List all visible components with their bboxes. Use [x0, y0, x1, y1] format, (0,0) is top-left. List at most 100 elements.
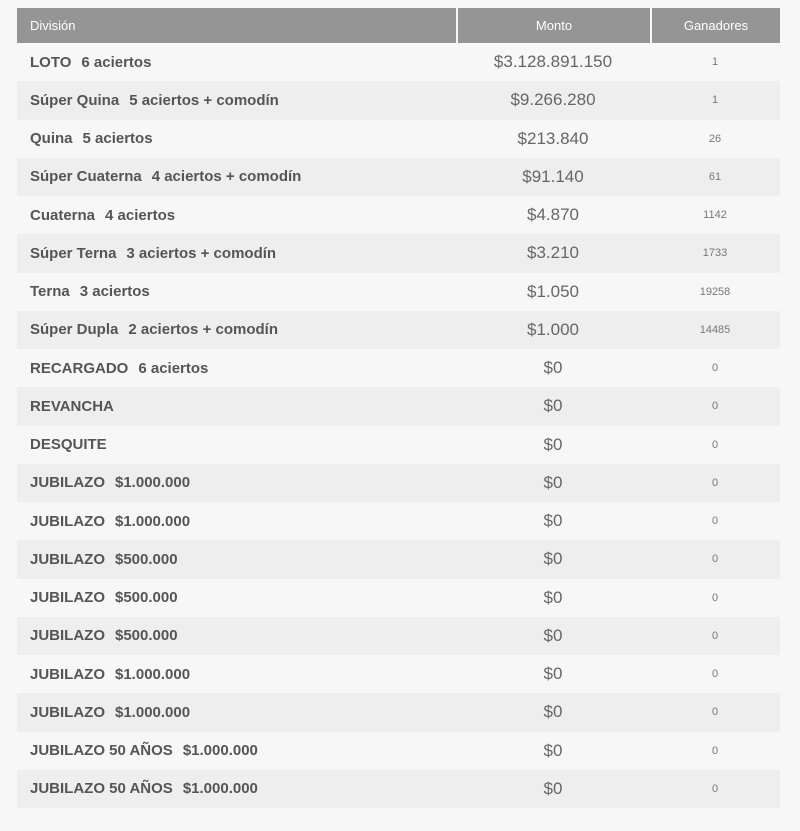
table-row: JUBILAZO $1.000.000 $0 0 [17, 655, 780, 694]
monto-cell: $0 [456, 349, 650, 388]
column-header-division: División [17, 8, 456, 43]
header-row: División Monto Ganadores [17, 8, 780, 43]
monto-cell: $0 [456, 502, 650, 541]
division-name: RECARGADO [30, 359, 129, 377]
division-cell: JUBILAZO $1.000.000 [17, 693, 456, 732]
division-name: Cuaterna [30, 206, 96, 224]
division-detail: 6 aciertos [81, 53, 152, 71]
table-body: LOTO 6 aciertos $3.128.891.150 1 Súper Quina… [17, 43, 780, 808]
ganadores-cell: 14485 [650, 310, 780, 349]
ganadores-cell: 26 [650, 119, 780, 158]
division-cell: JUBILAZO $1.000.000 [17, 655, 456, 694]
monto-cell: $3.210 [456, 234, 650, 273]
table-row: JUBILAZO $500.000 $0 0 [17, 616, 780, 655]
table-header: División Monto Ganadores [17, 8, 780, 43]
monto-cell: $0 [456, 540, 650, 579]
division-cell: JUBILAZO 50 AÑOS $1.000.000 [17, 731, 456, 770]
division-detail: $1.000.000 [182, 742, 258, 760]
table-row: Súper Cuaterna 4 aciertos + comodín $91.14… [17, 157, 780, 196]
table-row: JUBILAZO $500.000 $0 0 [17, 578, 780, 617]
table-row: DESQUITE $0 0 [17, 425, 780, 464]
ganadores-cell: 0 [650, 693, 780, 732]
division-cell: JUBILAZO $1.000.000 [17, 463, 456, 502]
division-name: Súper Dupla [30, 321, 119, 339]
ganadores-cell: 61 [650, 157, 780, 196]
division-detail: $500.000 [115, 550, 178, 568]
table-row: JUBILAZO $1.000.000 $0 0 [17, 502, 780, 541]
division-name: JUBILAZO [30, 512, 105, 530]
division-cell: JUBILAZO $1.000.000 [17, 502, 456, 541]
ganadores-cell: 0 [650, 463, 780, 502]
column-header-ganadores: Ganadores [650, 8, 780, 43]
division-cell: RECARGADO 6 aciertos [17, 349, 456, 388]
division-name: JUBILAZO 50 AÑOS [30, 780, 173, 798]
ganadores-cell: 1 [650, 43, 780, 82]
column-header-monto: Monto [456, 8, 650, 43]
monto-cell: $91.140 [456, 157, 650, 196]
prize-results-table: División Monto Ganadores LOTO 6 aciertos $… [17, 8, 780, 808]
ganadores-cell: 0 [650, 387, 780, 426]
division-name: JUBILAZO [30, 665, 105, 683]
division-name: DESQUITE [30, 436, 107, 454]
monto-cell: $213.840 [456, 119, 650, 158]
division-name: Quina [30, 130, 73, 148]
division-cell: REVANCHA [17, 387, 456, 426]
ganadores-cell: 0 [650, 616, 780, 655]
division-name: LOTO [30, 53, 72, 71]
table-row: JUBILAZO 50 AÑOS $1.000.000 $0 0 [17, 769, 780, 808]
monto-cell: $0 [456, 425, 650, 464]
division-detail: $1.000.000 [115, 474, 191, 492]
division-name: Súper Terna [30, 244, 117, 262]
division-cell: JUBILAZO $500.000 [17, 578, 456, 617]
ganadores-cell: 0 [650, 769, 780, 808]
monto-cell: $4.870 [456, 196, 650, 235]
division-cell: Cuaterna 4 aciertos [17, 196, 456, 235]
division-name: Súper Cuaterna [30, 168, 142, 186]
division-name: JUBILAZO 50 AÑOS [30, 742, 173, 760]
division-name: JUBILAZO [30, 589, 105, 607]
division-name: Súper Quina [30, 91, 120, 109]
division-detail: 2 aciertos + comodín [128, 321, 278, 339]
division-name: REVANCHA [30, 397, 114, 415]
table-row: REVANCHA $0 0 [17, 387, 780, 426]
monto-cell: $0 [456, 463, 650, 502]
ganadores-cell: 0 [650, 502, 780, 541]
ganadores-cell: 1733 [650, 234, 780, 273]
monto-cell: $0 [456, 731, 650, 770]
ganadores-cell: 0 [650, 425, 780, 464]
division-cell: JUBILAZO $500.000 [17, 616, 456, 655]
ganadores-cell: 0 [650, 655, 780, 694]
table-row: Súper Quina 5 aciertos + comodín $9.266.28… [17, 81, 780, 120]
division-name: JUBILAZO [30, 550, 105, 568]
ganadores-cell: 0 [650, 349, 780, 388]
monto-cell: $9.266.280 [456, 81, 650, 120]
monto-cell: $0 [456, 693, 650, 732]
table-row: JUBILAZO $1.000.000 $0 0 [17, 693, 780, 732]
monto-cell: $1.050 [456, 272, 650, 311]
division-cell: Súper Terna 3 aciertos + comodín [17, 234, 456, 273]
table-row: Súper Dupla 2 aciertos + comodín $1.000 144… [17, 310, 780, 349]
division-detail: $1.000.000 [182, 780, 258, 798]
ganadores-cell: 0 [650, 540, 780, 579]
division-name: Terna [30, 283, 70, 301]
table-row: Terna 3 aciertos $1.050 19258 [17, 272, 780, 311]
division-cell: JUBILAZO $500.000 [17, 540, 456, 579]
division-cell: Súper Quina 5 aciertos + comodín [17, 81, 456, 120]
ganadores-cell: 0 [650, 578, 780, 617]
division-detail: 3 aciertos [79, 283, 150, 301]
monto-cell: $0 [456, 769, 650, 808]
division-detail: $500.000 [115, 589, 178, 607]
ganadores-cell: 1142 [650, 196, 780, 235]
monto-cell: $1.000 [456, 310, 650, 349]
division-name: JUBILAZO [30, 703, 105, 721]
division-detail: 3 aciertos + comodín [126, 244, 277, 262]
division-cell: JUBILAZO 50 AÑOS $1.000.000 [17, 769, 456, 808]
division-name: JUBILAZO [30, 474, 105, 492]
monto-cell: $0 [456, 655, 650, 694]
division-cell: Terna 3 aciertos [17, 272, 456, 311]
table-row: Quina 5 aciertos $213.840 26 [17, 119, 780, 158]
table-row: Súper Terna 3 aciertos + comodín $3.210 173… [17, 234, 780, 273]
table-row: LOTO 6 aciertos $3.128.891.150 1 [17, 43, 780, 82]
division-detail: 5 aciertos [82, 130, 153, 148]
monto-cell: $0 [456, 578, 650, 617]
